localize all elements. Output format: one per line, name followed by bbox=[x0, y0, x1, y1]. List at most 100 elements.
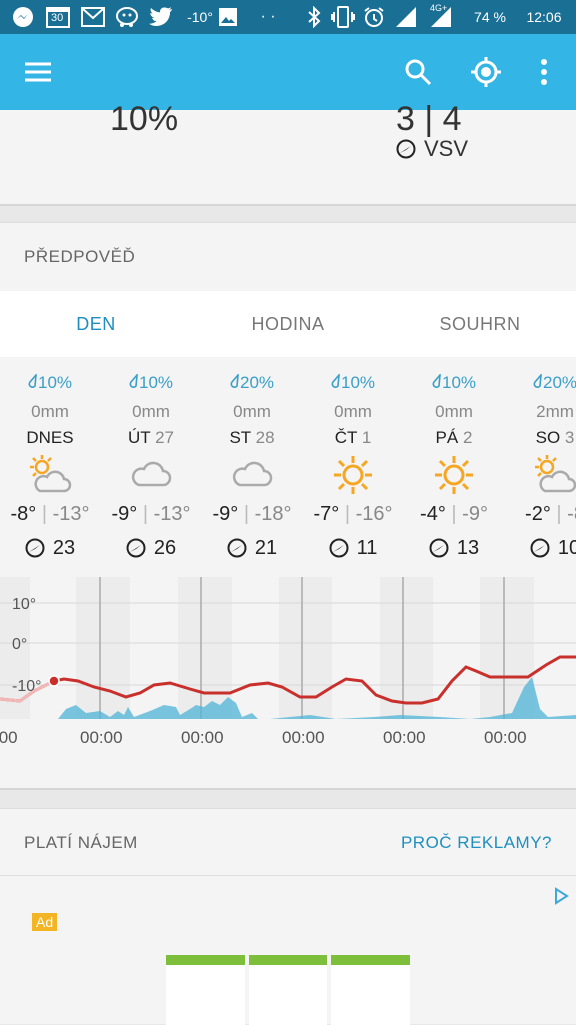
wind-direction-icon bbox=[227, 538, 247, 558]
day-name: SO 3 bbox=[505, 427, 576, 449]
app-bar bbox=[0, 34, 576, 110]
day-column[interactable]: 10% 0mm PÁ 2 -4° | -9° 13 bbox=[404, 371, 504, 561]
x-tick-label: :00 bbox=[0, 728, 18, 747]
x-tick-label: 00:00 bbox=[383, 728, 426, 747]
current-humidity: 10% bbox=[110, 100, 179, 138]
wind-direction-icon bbox=[126, 538, 146, 558]
wind-speed: 11 bbox=[356, 536, 378, 559]
rain-drop-icon bbox=[230, 372, 240, 388]
day-column[interactable]: 10% 0mm DNES -8° | -13° 23 bbox=[0, 371, 100, 561]
day-label: ÚT bbox=[127, 428, 151, 447]
why-ads-link[interactable]: PROČ REKLAMY? bbox=[400, 833, 552, 852]
temp-high: -8° bbox=[10, 503, 37, 525]
temp-high: -7° bbox=[313, 503, 340, 525]
temp-range: -4° | -9° bbox=[420, 503, 488, 525]
day-label: DNES bbox=[26, 428, 74, 447]
ad-banner[interactable] bbox=[166, 955, 411, 1025]
wind-speed: 21 bbox=[254, 536, 278, 559]
temp-high: -2° bbox=[525, 503, 551, 525]
temp-high: -4° bbox=[420, 503, 446, 525]
day-label: ST bbox=[229, 428, 251, 447]
wind-speed: 26 bbox=[153, 536, 177, 559]
tab-day[interactable]: DEN bbox=[76, 313, 116, 334]
temp-range: -2° | -8 bbox=[505, 501, 576, 527]
forecast-title: PŘEDPOVĚĎ bbox=[24, 247, 136, 266]
x-tick-label: 00:00 bbox=[80, 728, 123, 747]
precip-chance-value: 10% bbox=[340, 373, 376, 392]
precip-amount: 0mm bbox=[233, 402, 271, 421]
signal-icon bbox=[394, 5, 418, 29]
wind-speed: 10 bbox=[557, 536, 576, 559]
temp-range: -7° | -16° bbox=[313, 503, 393, 525]
day-column[interactable]: 20% 2mm SO 3 -2° | -8 10 bbox=[505, 371, 576, 561]
divider bbox=[0, 875, 576, 876]
day-name: PÁ 2 bbox=[404, 427, 504, 449]
day-column[interactable]: 10% 0mm ČT 1 -7° | -16° 11 bbox=[303, 371, 403, 561]
wind: 10 bbox=[505, 535, 576, 561]
battery-level: 74 % bbox=[474, 9, 506, 25]
adchoices-icon[interactable] bbox=[552, 887, 570, 905]
twitter-icon bbox=[148, 5, 174, 29]
sunny-icon bbox=[303, 453, 403, 497]
temp-low: -8 bbox=[567, 503, 576, 525]
day-label: ČT bbox=[334, 428, 358, 447]
temp-high: -9° bbox=[212, 503, 239, 525]
day-column[interactable]: 10% 0mm ÚT 27 -9° | -13° 26 bbox=[101, 371, 201, 561]
x-tick-label: 00:00 bbox=[282, 728, 325, 747]
precip-chance: 10% bbox=[101, 371, 201, 395]
x-tick-label: 00:00 bbox=[181, 728, 224, 747]
vibrate-icon bbox=[330, 5, 356, 29]
ad-thumbnail bbox=[248, 955, 328, 1025]
ad-thumbnail bbox=[166, 955, 245, 1025]
wind-direction-icon bbox=[396, 139, 416, 159]
messenger-icon bbox=[10, 5, 36, 29]
day-name: DNES bbox=[0, 427, 100, 449]
precip-chance: 10% bbox=[404, 371, 504, 395]
precip-amount: 0mm bbox=[132, 402, 170, 421]
wind: 21 bbox=[202, 535, 302, 561]
network-label: 4G+ bbox=[430, 3, 448, 13]
wind: 13 bbox=[404, 535, 504, 561]
ads-title: PLATÍ NÁJEM bbox=[24, 833, 138, 852]
wind-direction-label: VSV bbox=[424, 136, 469, 161]
ad-badge: Ad bbox=[32, 913, 58, 931]
cloudy-icon bbox=[101, 453, 201, 497]
temp-low: -13° bbox=[153, 503, 191, 525]
precip-chance-value: 10% bbox=[138, 373, 174, 392]
night-band bbox=[0, 577, 30, 719]
day-label: SO bbox=[535, 428, 561, 447]
cloudy-icon bbox=[202, 453, 302, 497]
more-button[interactable] bbox=[520, 48, 568, 96]
temp-notification: -10° bbox=[187, 9, 213, 25]
precip-chance-value: 20% bbox=[542, 373, 576, 392]
gmail-icon bbox=[80, 5, 106, 29]
menu-icon bbox=[25, 62, 51, 82]
precip-amount: 2mm bbox=[536, 402, 574, 421]
locate-button[interactable] bbox=[462, 48, 510, 96]
night-band bbox=[380, 577, 433, 719]
night-band bbox=[279, 577, 332, 719]
current-wind-speed: 3 | 4 bbox=[396, 100, 462, 138]
partly-cloudy-icon bbox=[505, 453, 576, 497]
night-band bbox=[178, 577, 232, 719]
tab-hour[interactable]: HODINA bbox=[251, 313, 325, 334]
tab-summary[interactable]: SOUHRN bbox=[439, 313, 521, 334]
rain-drop-icon bbox=[129, 372, 139, 388]
clock: 12:06 bbox=[526, 9, 562, 25]
waze-icon bbox=[114, 5, 140, 29]
temp-range: -9° | -18° bbox=[212, 503, 292, 525]
forecast-card: PŘEDPOVĚĎ DEN HODINA SOUHRN 10% 0mm DNES -… bbox=[0, 222, 576, 790]
temp-low: -9° bbox=[462, 503, 488, 525]
precip-chance: 20% bbox=[202, 371, 302, 395]
wind: 23 bbox=[0, 535, 100, 561]
sunny-icon bbox=[404, 453, 504, 497]
wind-speed: 13 bbox=[456, 536, 480, 559]
menu-button[interactable] bbox=[14, 48, 62, 96]
temp-low: -16° bbox=[355, 503, 393, 525]
current-time-marker bbox=[48, 675, 60, 687]
search-button[interactable] bbox=[394, 48, 442, 96]
precip-amount: 0mm bbox=[435, 402, 473, 421]
partly-cloudy-icon bbox=[0, 453, 100, 497]
more-icon bbox=[541, 59, 547, 85]
day-column[interactable]: 20% 0mm ST 28 -9° | -18° 21 bbox=[202, 371, 302, 561]
